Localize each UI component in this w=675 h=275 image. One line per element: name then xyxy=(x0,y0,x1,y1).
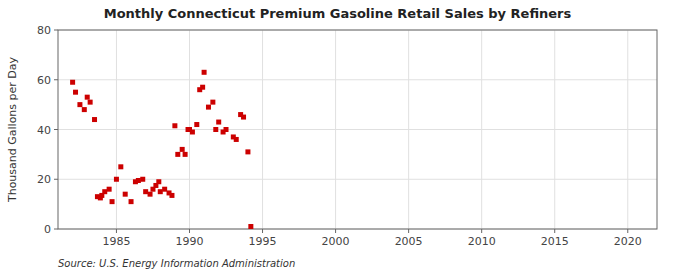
point xyxy=(82,107,87,112)
point xyxy=(194,122,199,127)
x-tick-label: 2000 xyxy=(322,235,350,248)
point xyxy=(143,189,148,194)
x-tick-label: 2005 xyxy=(395,235,423,248)
tick-mark xyxy=(54,179,58,180)
grid xyxy=(58,30,657,229)
tick-mark xyxy=(116,229,117,233)
point xyxy=(110,199,115,204)
y-tick-label: 60 xyxy=(37,74,51,87)
point xyxy=(183,152,188,157)
grid-line xyxy=(58,129,657,130)
tick-mark xyxy=(481,229,482,233)
point xyxy=(158,189,163,194)
tick-mark xyxy=(54,229,58,230)
tick-mark xyxy=(54,30,58,31)
tick-mark xyxy=(189,229,190,233)
point xyxy=(140,177,145,182)
point xyxy=(118,164,123,169)
tick-mark xyxy=(262,229,263,233)
point xyxy=(206,105,211,110)
x-tick-label: 1990 xyxy=(175,235,203,248)
point xyxy=(92,117,97,122)
y-tick-label: 20 xyxy=(37,173,51,186)
x-tick-label: 2020 xyxy=(614,235,642,248)
point xyxy=(224,127,229,132)
grid-line xyxy=(58,179,657,180)
point xyxy=(162,187,167,192)
point xyxy=(180,147,185,152)
x-tick-label: 1995 xyxy=(249,235,277,248)
point xyxy=(136,178,141,183)
tick-mark xyxy=(335,229,336,233)
grid-line xyxy=(58,79,657,80)
tick-mark xyxy=(408,229,409,233)
point xyxy=(213,127,218,132)
title: Monthly Connecticut Premium Gasoline Ret… xyxy=(104,6,572,21)
x-tick-label: 2015 xyxy=(541,235,569,248)
point xyxy=(200,85,205,90)
point xyxy=(169,193,174,198)
point xyxy=(156,179,161,184)
point xyxy=(73,90,78,95)
point xyxy=(88,100,93,105)
x-tick-label: 1985 xyxy=(102,235,130,248)
y-tick-label: 40 xyxy=(37,124,51,137)
points xyxy=(70,70,253,229)
tick-mark xyxy=(54,79,58,80)
point xyxy=(123,192,128,197)
point xyxy=(102,189,107,194)
tick-mark xyxy=(54,129,58,130)
point xyxy=(245,149,250,154)
tick-mark xyxy=(554,229,555,233)
point xyxy=(107,187,112,192)
point xyxy=(148,192,153,197)
point xyxy=(85,95,90,100)
x-tick-label: 2010 xyxy=(468,235,496,248)
point xyxy=(190,129,195,134)
y-axis-label: Thousand Gallons per Day xyxy=(6,56,19,203)
point xyxy=(210,100,215,105)
y-tick-label: 80 xyxy=(37,24,51,37)
point xyxy=(175,152,180,157)
plot-frame xyxy=(58,30,657,229)
axes: 1985 1990 1995 2000 2005 2010 2015 2020 0 20 40 60 8… xyxy=(37,24,642,248)
point xyxy=(202,70,207,75)
plot-area xyxy=(58,30,657,229)
point xyxy=(77,102,82,107)
point xyxy=(70,80,75,85)
y-tick-label: 0 xyxy=(44,223,51,236)
chart: 1985 1990 1995 2000 2005 2010 2015 2020 0 20 40 60 8… xyxy=(0,0,675,275)
point xyxy=(234,137,239,142)
point xyxy=(241,115,246,120)
tick-mark xyxy=(627,229,628,233)
point xyxy=(172,123,177,128)
source-note: Source: U.S. Energy Information Administ… xyxy=(58,258,295,269)
point xyxy=(216,120,221,125)
point xyxy=(248,224,253,229)
point xyxy=(114,177,119,182)
point xyxy=(129,199,134,204)
